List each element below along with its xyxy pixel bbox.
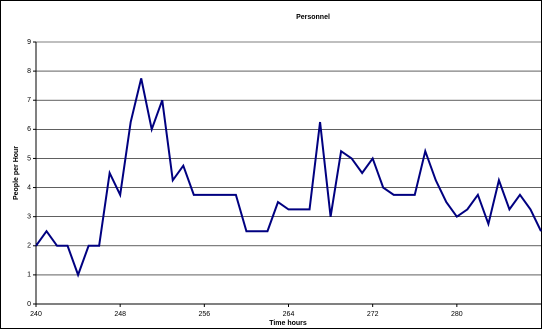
y-tick-label: 0 <box>27 301 31 308</box>
chart-title: Personnel <box>296 14 330 21</box>
x-tick-label: 240 <box>30 311 42 318</box>
x-tick-label: 256 <box>198 311 210 318</box>
y-tick-label: 3 <box>27 214 31 221</box>
x-tick-label: 280 <box>451 311 463 318</box>
y-tick-label: 4 <box>27 184 31 191</box>
x-tick-label: 272 <box>367 311 379 318</box>
y-tick-label: 6 <box>27 126 31 133</box>
data-line <box>35 78 542 278</box>
x-axis-label: Time hours <box>269 320 307 327</box>
x-tick-label: 248 <box>114 311 126 318</box>
y-axis-label: People per Hour <box>13 146 20 200</box>
y-tick-label: 9 <box>27 39 31 46</box>
y-tick-label: 7 <box>27 97 31 104</box>
y-tick-label: 2 <box>27 243 31 250</box>
x-tick-label: 264 <box>283 311 295 318</box>
y-tick-label: 1 <box>27 272 31 279</box>
y-tick-label: 5 <box>27 155 31 162</box>
y-tick-label: 8 <box>27 68 31 75</box>
